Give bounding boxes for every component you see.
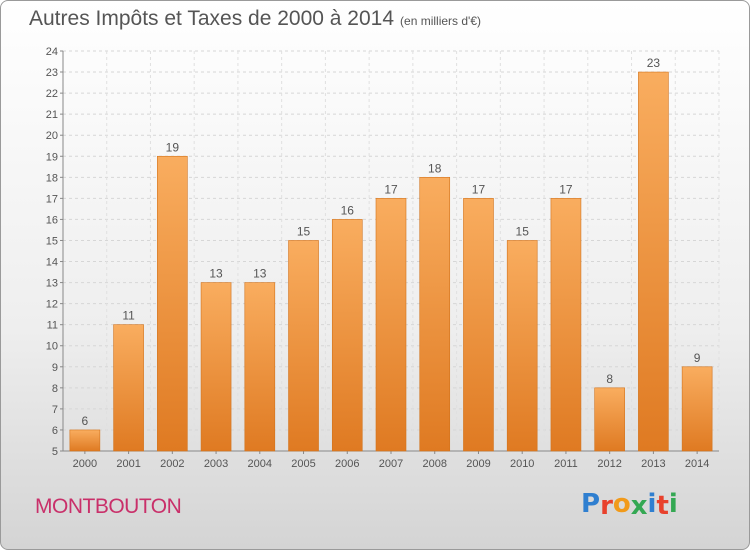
value-label-2014: 9 bbox=[694, 351, 701, 365]
logo-letter: x bbox=[630, 491, 648, 521]
x-tick-label-2009: 2009 bbox=[466, 458, 490, 470]
label-layer: 6 11 19 13 13 15 16 17 18 17 15 17 8 23 9 bbox=[82, 56, 701, 428]
x-tick-label-2010: 2010 bbox=[510, 458, 534, 470]
value-label-2008: 18 bbox=[428, 161, 442, 175]
bar-2001 bbox=[113, 324, 144, 452]
logo-letter: t bbox=[656, 491, 669, 521]
logo-letter: i bbox=[647, 489, 657, 519]
y-tick-label: 23 bbox=[46, 67, 58, 79]
bar-2014 bbox=[681, 366, 713, 452]
y-tick-label: 22 bbox=[46, 88, 58, 100]
value-label-2002: 19 bbox=[166, 140, 180, 154]
value-label-2013: 23 bbox=[647, 56, 661, 70]
value-label-2011: 17 bbox=[559, 182, 573, 196]
x-tick-label-2005: 2005 bbox=[291, 458, 315, 470]
y-tick-label: 7 bbox=[52, 404, 58, 416]
value-label-2012: 8 bbox=[606, 372, 613, 386]
x-tick-label-2004: 2004 bbox=[248, 458, 272, 470]
y-tick-label: 13 bbox=[46, 278, 58, 290]
bar-2007 bbox=[375, 198, 407, 452]
x-tick-label-2008: 2008 bbox=[422, 458, 446, 470]
chart-title-text: Autres Impôts et Taxes de 2000 à 2014 bbox=[29, 7, 395, 30]
value-label-2007: 17 bbox=[384, 182, 398, 196]
logo-letter: P bbox=[581, 489, 601, 519]
y-tick-label: 11 bbox=[47, 320, 58, 332]
y-tick-label: 5 bbox=[52, 446, 58, 458]
x-tick-label-2006: 2006 bbox=[335, 458, 359, 470]
bar-2009 bbox=[463, 198, 494, 452]
logo-letter: r bbox=[600, 491, 613, 521]
bar-layer bbox=[69, 71, 713, 452]
y-tick-label: 10 bbox=[46, 341, 58, 353]
chart-title: Autres Impôts et Taxes de 2000 à 2014 (en… bbox=[29, 7, 481, 31]
bar-2002 bbox=[157, 155, 188, 452]
y-tick-label: 12 bbox=[46, 299, 58, 311]
logo-letter: i bbox=[668, 489, 678, 519]
value-label-2004: 13 bbox=[253, 267, 267, 281]
x-tick-label-2000: 2000 bbox=[73, 458, 97, 470]
x-tick-label-2014: 2014 bbox=[685, 458, 709, 470]
commune-name: MONTBOUTON bbox=[35, 495, 182, 518]
x-tick-label-2001: 2001 bbox=[116, 458, 140, 470]
bar-2010 bbox=[506, 240, 538, 452]
bar-2008 bbox=[419, 177, 451, 452]
value-label-2009: 17 bbox=[472, 182, 486, 196]
value-label-2005: 15 bbox=[297, 224, 311, 238]
y-tick-label: 8 bbox=[52, 383, 58, 395]
logo-letter: o bbox=[612, 489, 631, 519]
y-tick-label: 18 bbox=[46, 172, 58, 184]
x-tick-label-2011: 2011 bbox=[554, 458, 578, 470]
bar-2005 bbox=[288, 240, 319, 452]
y-tick-label: 6 bbox=[52, 425, 58, 437]
chart-unit: (en milliers d'€) bbox=[400, 14, 482, 28]
y-tick-label: 14 bbox=[46, 257, 58, 269]
bar-2006 bbox=[331, 219, 363, 452]
x-tick-label-2012: 2012 bbox=[597, 458, 621, 470]
y-tick-label: 9 bbox=[52, 362, 58, 374]
y-tick-label: 19 bbox=[46, 151, 58, 163]
proxiti-logo: Proxiti bbox=[581, 489, 678, 521]
y-tick-label: 17 bbox=[46, 193, 58, 205]
value-label-2010: 15 bbox=[516, 224, 530, 238]
value-label-2001: 11 bbox=[122, 309, 135, 323]
y-tick-label: 16 bbox=[46, 214, 58, 226]
bar-2012 bbox=[594, 387, 625, 452]
y-tick-label: 15 bbox=[46, 235, 58, 247]
bar-2003 bbox=[200, 282, 232, 452]
bar-2000 bbox=[69, 429, 101, 452]
bar-2011 bbox=[550, 198, 582, 452]
bar-2013 bbox=[638, 71, 669, 452]
x-tick-label-2002: 2002 bbox=[160, 458, 184, 470]
x-tick-label-2007: 2007 bbox=[379, 458, 403, 470]
x-tick-label-2003: 2003 bbox=[204, 458, 228, 470]
x-tick-label-2013: 2013 bbox=[641, 458, 665, 470]
value-label-2006: 16 bbox=[341, 203, 355, 217]
y-tick-label: 20 bbox=[46, 130, 58, 142]
y-tick-label: 24 bbox=[46, 46, 58, 58]
value-label-2000: 6 bbox=[82, 414, 89, 428]
bar-2004 bbox=[244, 282, 276, 452]
y-tick-label: 21 bbox=[46, 109, 58, 121]
value-label-2003: 13 bbox=[209, 267, 223, 281]
